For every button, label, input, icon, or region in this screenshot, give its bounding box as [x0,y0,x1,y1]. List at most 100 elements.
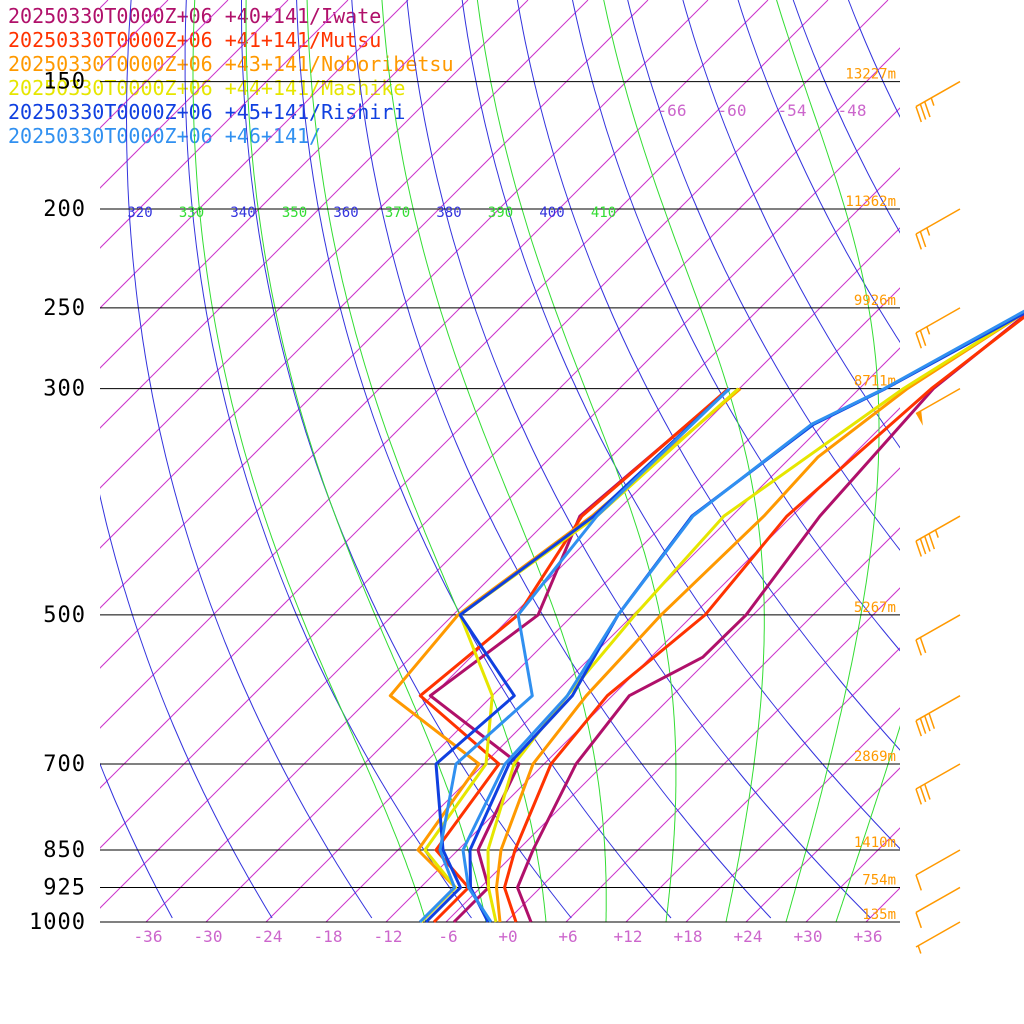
wind-barb-full [928,713,936,729]
wind-barb-staff [915,307,961,334]
dry-adiabat-line [682,0,900,449]
wind-barb-full [915,720,923,737]
dry-adiabat-line [1014,0,1024,918]
moist-adiabat-line [245,0,487,922]
pressure-label: 850 [43,838,86,863]
legend-entry-46-141: 20250330T0000Z+06 +46+141/ [8,124,322,148]
isotherm-top-label: -48 [838,101,867,120]
moist-adiabat-line [192,0,427,922]
isotherm-line [0,0,48,922]
moist-adiabat-line [381,0,607,922]
isotherm-line [805,827,900,922]
theta-label: 340 [230,205,255,221]
moist-adiabat-line [776,0,880,922]
wind-barb-full [915,639,923,656]
pressure-label: 500 [43,603,86,628]
dry-adiabat-line [406,0,871,919]
x-tick-label: +24 [734,927,763,946]
theta-label: 410 [591,205,616,221]
wind-barb-full [919,717,927,734]
wind-barb-full [919,538,927,555]
isotherm-line [100,0,229,129]
isotherm-top-label: -60 [718,101,747,120]
isotherm-line [100,0,829,729]
isotherm-line [100,0,469,369]
height-label: 5267m [854,600,896,616]
wind-barb-full [919,786,927,803]
x-tick-label: +6 [558,927,577,946]
temperature-line [516,314,1024,923]
isotherm-line [565,587,900,922]
x-tick-label: -24 [254,927,283,946]
isotherm-line [505,527,900,922]
isotherm-top-label: -54 [778,101,807,120]
wind-barb-half [930,97,935,106]
isotherm-line [100,0,589,489]
x-tick-label: -12 [374,927,403,946]
x-tick-label: +18 [674,927,703,946]
height-label: 8711m [854,374,896,390]
wind-barb-half [917,945,922,954]
dry-adiabat-line [296,0,672,919]
isotherm-line [986,0,1024,922]
moist-adiabat-line [476,0,677,922]
wind-barb-full [915,540,923,557]
legend-entry-mashike: 20250330T0000Z+06 +44+141/Mashike [8,76,406,100]
pressure-label: 200 [43,197,86,222]
wind-barb-full [928,533,936,550]
dry-adiabat-line [125,0,373,919]
isotherm-line [100,0,169,69]
wind-barb-full [915,912,923,929]
x-tick-label: +36 [854,927,883,946]
x-tick-label: -18 [314,927,343,946]
height-label: 135m [862,907,896,923]
dry-adiabat-line [792,0,900,234]
isotherm-line [100,0,289,189]
wind-barbs [915,80,961,954]
dry-adiabat-line [100,762,173,919]
dry-adiabat-line [847,0,900,118]
theta-label: 400 [539,205,564,221]
temperature-line [461,309,1024,923]
isotherm-line [745,767,900,922]
pressure-label: 250 [43,296,86,321]
dewpoint-line [424,387,731,924]
isotherm-line [325,347,900,922]
isotherm-line [100,47,900,849]
dry-adiabat-line [351,0,772,919]
pressure-label: 700 [43,752,86,777]
wind-barb-half [926,227,931,236]
wind-barb-staff [915,208,961,235]
moist-adiabat-line [603,0,765,922]
wind-barb-staff [915,886,961,914]
dry-adiabat-line [737,0,900,344]
isotherm-line [100,0,529,429]
sounding-layer [388,309,1024,924]
background-grid [0,0,1024,922]
height-label: 1410m [854,835,896,851]
wind-barb-full [915,332,923,349]
dry-adiabat-line [100,494,273,919]
dry-adiabat-line [241,0,572,919]
isotherm-line [865,887,900,922]
dry-adiabat-line [572,0,900,652]
wind-barb-full [923,101,931,118]
isotherm-line [100,0,349,249]
wind-barb-staff [915,849,961,876]
dry-adiabat-line [516,0,900,751]
dry-adiabat-line [184,0,472,919]
isotherm-line [100,0,109,9]
x-tick-label: -36 [134,927,163,946]
moist-adiabat-line [835,725,900,922]
isotherm-line [145,167,900,922]
legend-entry-mutsu: 20250330T0000Z+06 +41+141/Mutsu [8,28,382,52]
x-tick-label: +0 [498,927,517,946]
isotherm-top-label: -66 [658,101,687,120]
isotherm-line [445,467,900,922]
isotherm-line [685,707,900,922]
theta-label: 380 [436,205,461,221]
wind-barb-full [919,231,927,248]
wind-barb-staff [915,921,961,948]
wind-barb-full [923,783,931,800]
